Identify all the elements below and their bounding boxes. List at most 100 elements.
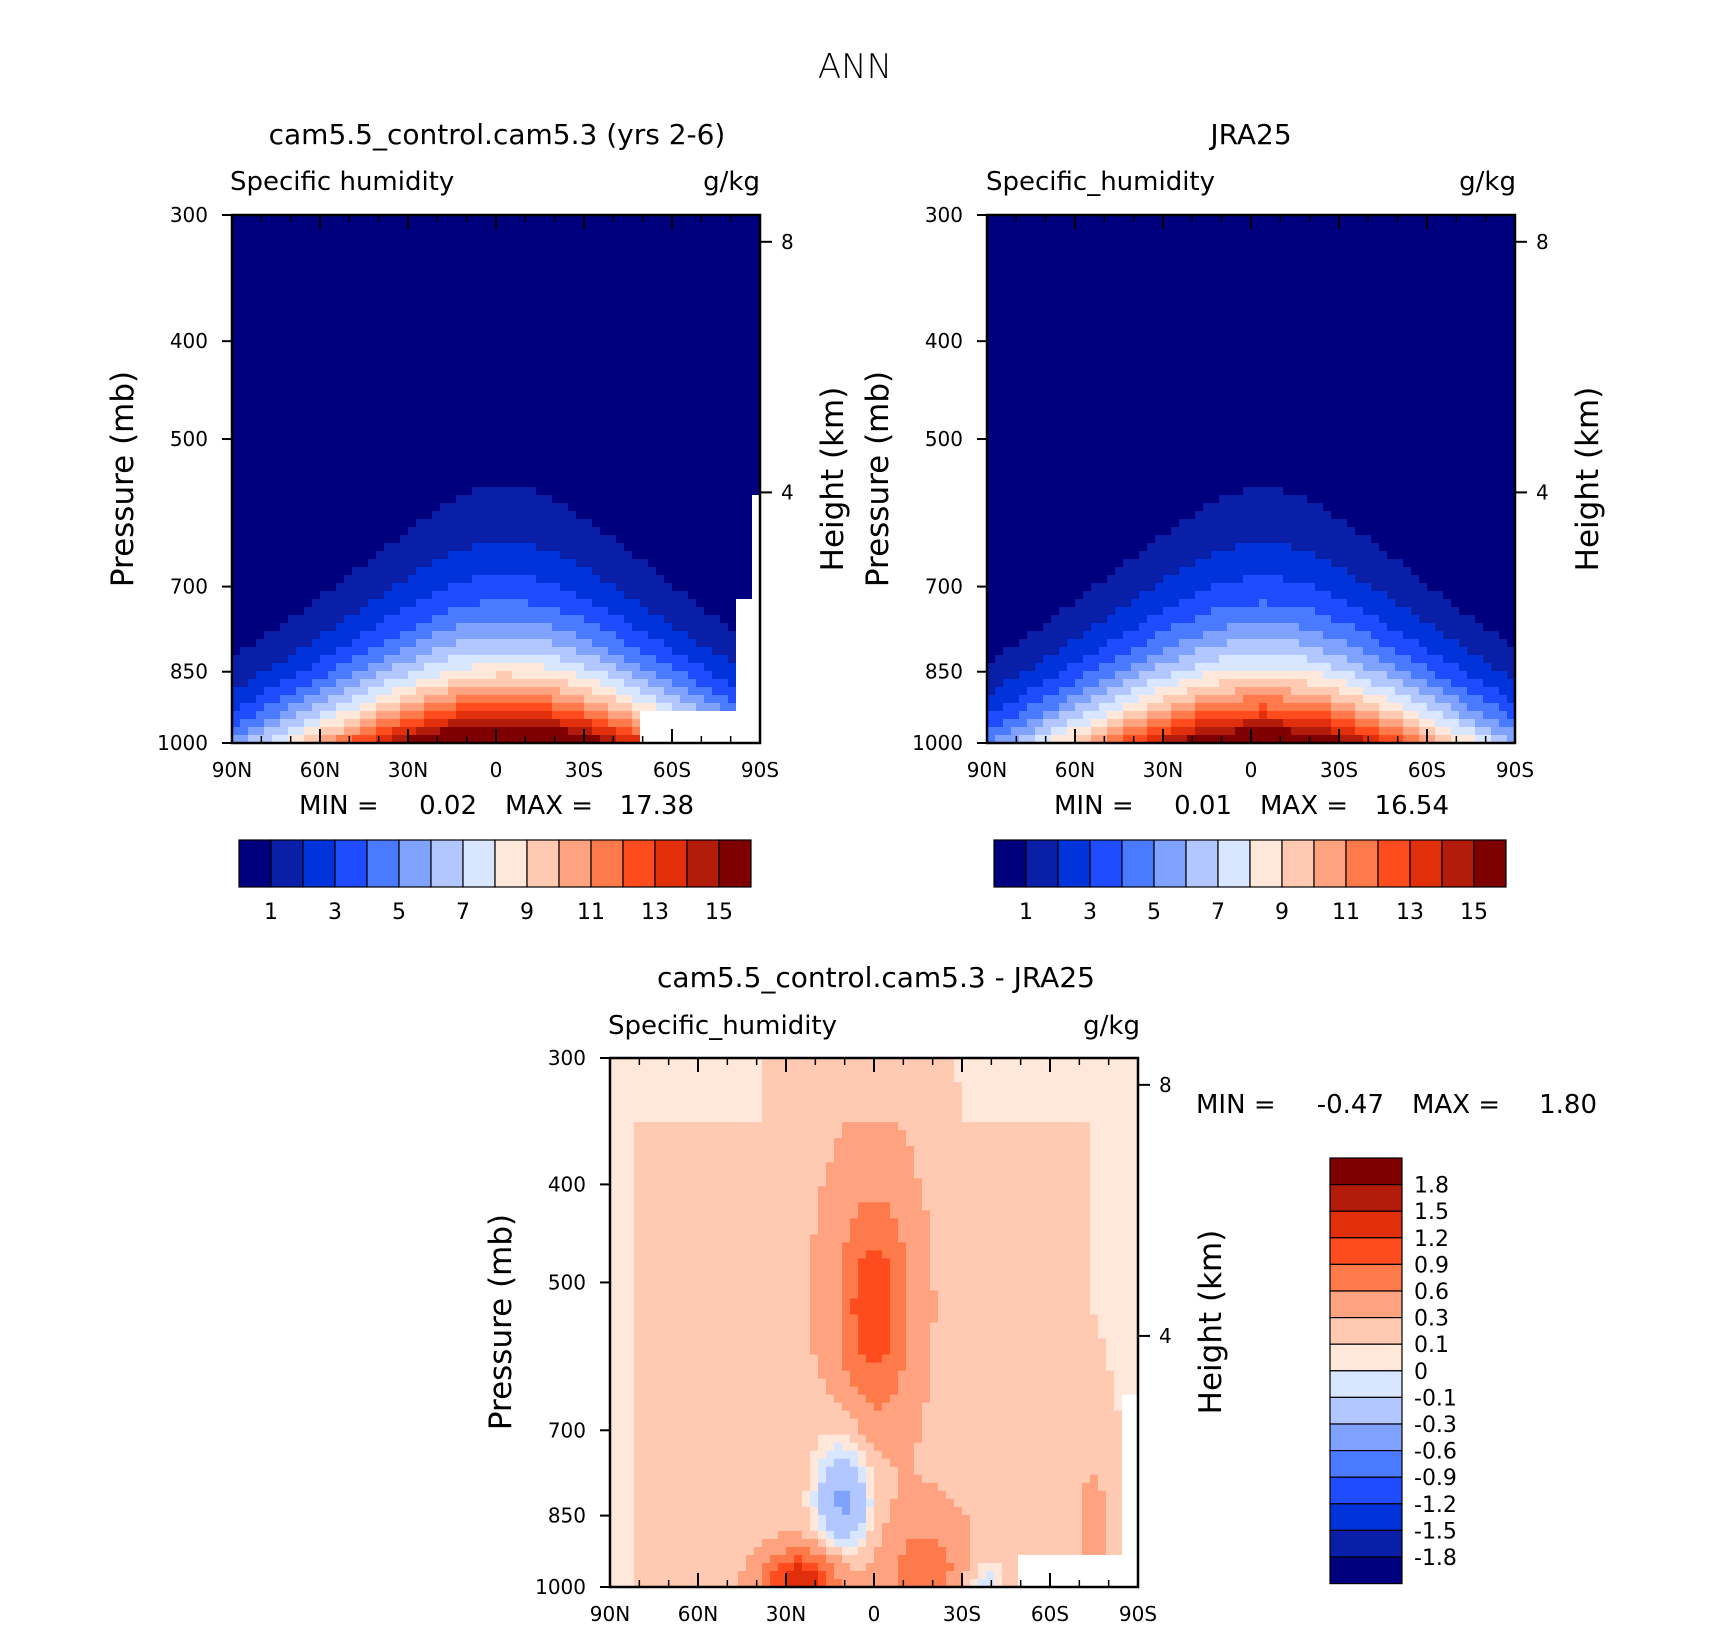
contour-cell xyxy=(664,319,673,328)
contour-cell xyxy=(680,447,689,456)
contour-cell xyxy=(1083,263,1092,272)
contour-cell xyxy=(472,663,481,672)
contour-cell xyxy=(296,407,305,416)
contour-cell xyxy=(672,599,681,608)
contour-cell xyxy=(1051,247,1060,256)
contour-cell xyxy=(264,383,273,392)
contour-cell xyxy=(272,311,281,320)
contour-cell xyxy=(328,599,337,608)
contour-cell xyxy=(728,463,737,472)
contour-cell xyxy=(368,727,377,736)
contour-cell xyxy=(576,583,585,592)
contour-cell xyxy=(688,519,697,528)
contour-cell xyxy=(680,559,689,568)
contour-cell xyxy=(736,447,745,456)
contour-cell xyxy=(304,327,313,336)
contour-cell xyxy=(688,559,697,568)
contour-cell xyxy=(704,231,713,240)
contour-cell xyxy=(272,343,281,352)
contour-cell xyxy=(712,695,721,704)
contour-cell xyxy=(704,463,713,472)
contour-cell xyxy=(472,279,481,288)
contour-cell xyxy=(432,719,441,728)
contour-cell xyxy=(304,711,313,720)
contour-cell xyxy=(528,399,537,408)
contour-cell xyxy=(504,375,513,384)
contour-cell xyxy=(320,263,329,272)
contour-cell xyxy=(232,303,241,312)
contour-cell xyxy=(288,423,297,432)
contour-cell xyxy=(520,631,529,640)
contour-cell xyxy=(304,407,313,416)
contour-cell xyxy=(1475,215,1484,224)
contour-cell xyxy=(304,631,313,640)
contour-cell xyxy=(584,639,593,648)
contour-cell xyxy=(352,455,361,464)
contour-cell xyxy=(456,287,465,296)
contour-cell xyxy=(280,375,289,384)
contour-cell xyxy=(632,439,641,448)
contour-cell xyxy=(680,711,689,720)
contour-cell xyxy=(1067,239,1076,248)
contour-cell xyxy=(496,383,505,392)
contour-cell xyxy=(736,591,745,600)
contour-cell xyxy=(512,271,521,280)
contour-cell xyxy=(336,295,345,304)
contour-cell xyxy=(280,703,289,712)
contour-cell xyxy=(608,535,617,544)
contour-cell xyxy=(1459,239,1468,248)
contour-cell xyxy=(232,423,241,432)
contour-cell xyxy=(520,351,529,360)
contour-cell xyxy=(416,415,425,424)
contour-cell xyxy=(264,583,273,592)
contour-cell xyxy=(296,615,305,624)
contour-cell xyxy=(304,703,313,712)
contour-cell xyxy=(1347,223,1356,232)
contour-cell xyxy=(744,439,753,448)
contour-cell xyxy=(720,215,729,224)
contour-cell xyxy=(592,695,601,704)
contour-cell xyxy=(1299,271,1308,280)
contour-cell xyxy=(512,679,521,688)
contour-cell xyxy=(512,583,521,592)
contour-cell xyxy=(480,391,489,400)
contour-cell xyxy=(640,615,649,624)
contour-cell xyxy=(608,559,617,568)
contour-cell xyxy=(592,407,601,416)
contour-cell xyxy=(736,439,745,448)
contour-cell xyxy=(728,543,737,552)
contour-cell xyxy=(616,415,625,424)
contour-cell xyxy=(512,495,521,504)
contour-cell xyxy=(472,399,481,408)
contour-cell xyxy=(288,431,297,440)
contour-cell xyxy=(560,679,569,688)
contour-cell xyxy=(432,727,441,736)
contour-cell xyxy=(368,263,377,272)
contour-cell xyxy=(1459,223,1468,232)
contour-cell xyxy=(752,495,761,504)
contour-cell xyxy=(448,519,457,528)
contour-cell xyxy=(288,311,297,320)
contour-cell xyxy=(1267,247,1276,256)
contour-cell xyxy=(560,231,569,240)
contour-cell xyxy=(640,439,649,448)
contour-cell xyxy=(736,231,745,240)
contour-cell xyxy=(1195,223,1204,232)
contour-cell xyxy=(987,247,996,256)
contour-cell xyxy=(648,375,657,384)
contour-cell xyxy=(280,351,289,360)
contour-cell xyxy=(632,407,641,416)
contour-cell xyxy=(464,647,473,656)
contour-cell xyxy=(376,335,385,344)
contour-cell xyxy=(480,527,489,536)
contour-cell xyxy=(368,535,377,544)
contour-cell xyxy=(272,455,281,464)
contour-cell xyxy=(688,343,697,352)
contour-cell xyxy=(512,247,521,256)
contour-cell xyxy=(384,591,393,600)
contour-cell xyxy=(544,735,553,744)
contour-cell xyxy=(248,543,257,552)
contour-cell xyxy=(536,703,545,712)
contour-cell xyxy=(696,479,705,488)
contour-cell xyxy=(1091,239,1100,248)
